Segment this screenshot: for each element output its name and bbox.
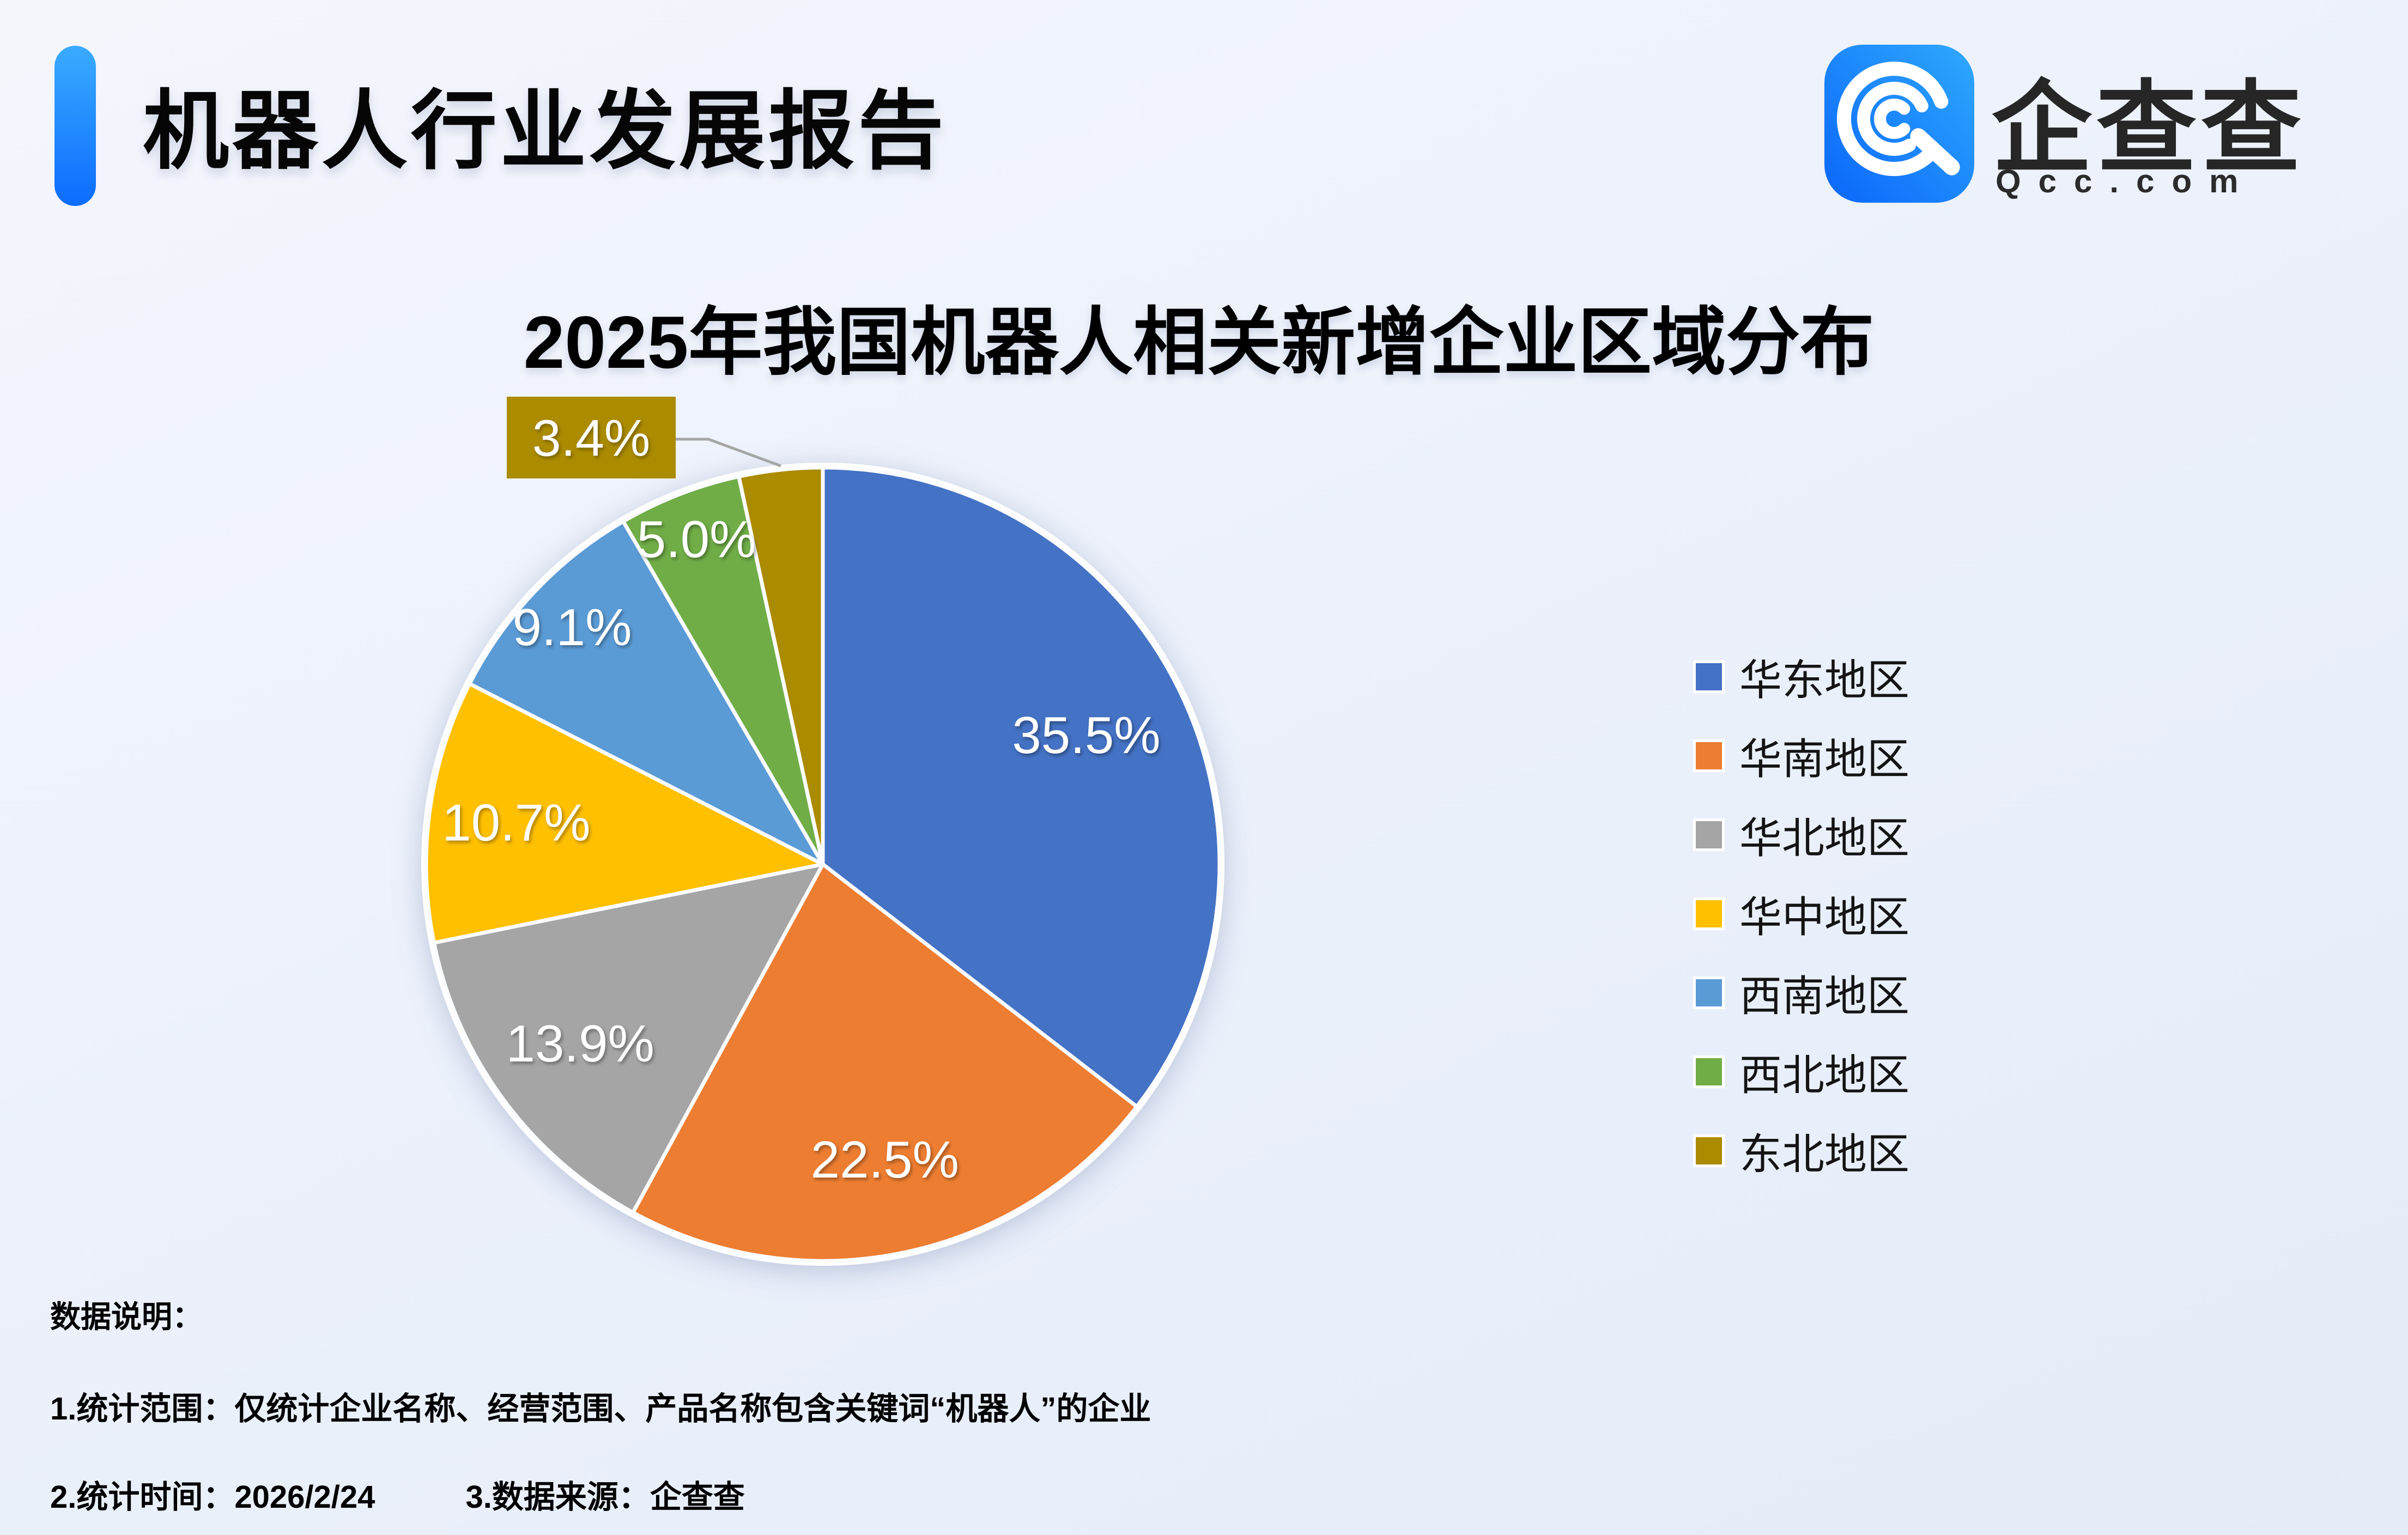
page-title: 机器人行业发展报告 <box>143 83 947 179</box>
qcc-brand-name: 企查查 <box>1992 72 2306 184</box>
pie-slice-华南地区 <box>631 862 1139 1263</box>
pie-label-西南地区: 9.1% <box>513 598 632 657</box>
legend-label-华中地区: 华中地区 <box>1739 893 1910 941</box>
pie-slice-华中地区 <box>424 682 825 945</box>
chart-legend: 华东地区华南地区华北地区华中地区西南地区西北地区东北地区 <box>1693 650 1909 1178</box>
legend-label-华东地区: 华东地区 <box>1739 656 1910 704</box>
legend-item-东北地区: 东北地区 <box>1693 1124 1909 1178</box>
qcc-magnifier-icon <box>1824 45 1974 203</box>
pie-slice-华东地区 <box>821 465 1222 1109</box>
pie-slice-西北地区 <box>621 475 825 866</box>
footnote-line2: 2.统计时间：2026/2/24 3.数据来源：企查查 <box>50 1471 745 1517</box>
pie-label-华中地区: 10.7% <box>442 793 590 852</box>
legend-item-西南地区: 西南地区 <box>1693 966 1909 1020</box>
legend-swatch-西北地区 <box>1693 1055 1725 1088</box>
legend-label-华南地区: 华南地区 <box>1739 735 1910 783</box>
legend-item-华东地区: 华东地区 <box>1693 650 1909 704</box>
footnote-line1: 1.统计范围：仅统计企业名称、经营范围、产品名称包含关键词“机器人”的企业 <box>50 1391 1151 1427</box>
pie-slice-东北地区 <box>737 465 825 866</box>
legend-label-东北地区: 东北地区 <box>1739 1130 1910 1178</box>
qcc-logo: 企查查 Qcc.com <box>1824 45 2358 225</box>
legend-swatch-华中地区 <box>1693 897 1725 930</box>
footnote-heading: 数据说明： <box>50 1300 203 1334</box>
pie-label-华南地区: 22.5% <box>811 1131 959 1189</box>
legend-swatch-华南地区 <box>1693 739 1725 772</box>
legend-label-华北地区: 华北地区 <box>1739 814 1910 862</box>
legend-swatch-东北地区 <box>1693 1134 1725 1167</box>
pie-label-华东地区: 35.5% <box>1012 706 1160 765</box>
pie-slice-西南地区 <box>468 519 825 866</box>
pie-slice-华北地区 <box>432 862 825 1215</box>
legend-label-西北地区: 西北地区 <box>1739 1051 1910 1099</box>
pie-label-西北地区: 5.0% <box>637 510 756 568</box>
legend-swatch-西南地区 <box>1693 976 1725 1009</box>
legend-item-华南地区: 华南地区 <box>1693 729 1909 783</box>
pie-label-东北地区: 3.4% <box>532 409 651 467</box>
qcc-domain: Qcc.com <box>1995 163 2256 199</box>
legend-swatch-华东地区 <box>1693 660 1725 693</box>
title-accent-bar <box>54 46 96 206</box>
legend-swatch-华北地区 <box>1693 818 1725 851</box>
pie-label-华北地区: 13.9% <box>506 1015 654 1073</box>
footnote-data-source: 3.数据来源：企查查 <box>465 1479 745 1515</box>
legend-item-西北地区: 西北地区 <box>1693 1045 1909 1099</box>
legend-item-华中地区: 华中地区 <box>1693 887 1909 941</box>
chart-title: 2025年我国机器人相关新增企业区域分布 <box>523 301 1875 384</box>
footnote-stat-date: 2.统计时间：2026/2/24 <box>50 1479 375 1515</box>
legend-item-华北地区: 华北地区 <box>1693 808 1909 862</box>
pie-chart: 3.4% 35.5% 22.5% 13.9% 10.7% 9.1%5.0% <box>421 397 1224 1266</box>
callout-box-东北地区 <box>507 397 676 478</box>
callout-leader-line <box>676 438 781 468</box>
legend-label-西南地区: 西南地区 <box>1739 972 1910 1020</box>
